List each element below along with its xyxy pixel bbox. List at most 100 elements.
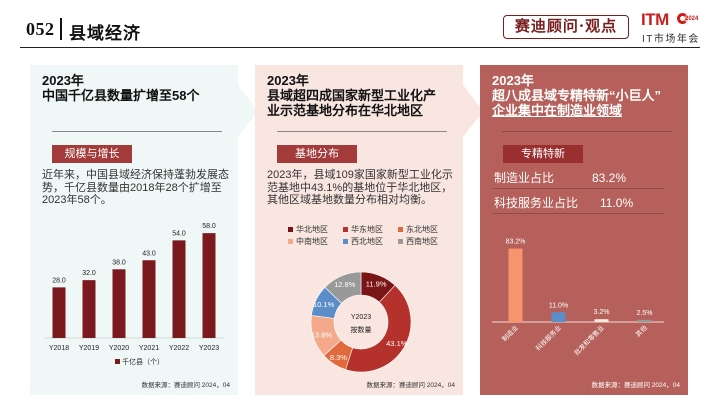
data-label: 54.0 — [172, 230, 186, 237]
panel-title: 2023年 中国千亿县数量扩增至58个 — [42, 73, 232, 103]
legend-swatch — [115, 359, 120, 364]
panel-title-line: 中国千亿县数量扩增至58个 — [42, 88, 200, 103]
data-source: 数据来源：赛迪顾问 2024，04 — [141, 382, 231, 389]
bar — [52, 287, 66, 338]
legend-label: 华东地区 — [351, 224, 383, 234]
x-tick-label: Y2023 — [199, 345, 219, 352]
panel-title-line: 县域超四成国家新型工业化产 — [267, 88, 437, 103]
bar — [637, 319, 652, 322]
logo-year: 2024 — [685, 16, 699, 22]
panel-title-year: 2023年 — [42, 73, 84, 88]
donut-slice — [324, 271, 362, 304]
x-tick-label: 科技服务业 — [534, 323, 564, 353]
x-tick-label: 其他 — [633, 323, 649, 339]
panel-title-year: 2023年 — [267, 73, 309, 88]
x-tick-label: Y2019 — [79, 345, 99, 352]
legend-label: 中南地区 — [296, 236, 328, 246]
stat-value: 11.0% — [600, 196, 634, 210]
bar — [551, 312, 566, 322]
x-tick-label: Y2018 — [49, 345, 69, 352]
bar — [142, 260, 156, 338]
x-tick-label: Y2020 — [109, 345, 129, 352]
panel-divider — [277, 131, 447, 132]
stat-label: 科技服务业占比 — [494, 196, 579, 210]
data-label: 11.0% — [549, 302, 568, 309]
panel-divider — [52, 131, 222, 132]
legend-swatch — [398, 239, 403, 244]
donut-center-label: 按数量 — [351, 325, 372, 334]
data-label: 83.2% — [506, 239, 526, 246]
logo-subtitle: IT市场年会 — [642, 34, 700, 45]
legend-label: 千亿县（个） — [122, 357, 164, 366]
panel-title: 2023年 超八成县域专精特新“小巨人” 企业集中在制造业领域 — [492, 73, 682, 118]
stat-row-manufacturing: 制造业占比 83.2% — [492, 167, 664, 189]
legend-label: 东北地区 — [406, 224, 438, 234]
legend-swatch — [288, 239, 293, 244]
legend-label: 西南地区 — [406, 236, 438, 246]
stat-row-tech-services: 科技服务业占比 11.0% — [492, 192, 664, 214]
data-label: 38.0 — [112, 259, 126, 266]
slice-label: 43.1% — [386, 339, 408, 348]
county-bar-chart: 28.0 Y2018 32.0 Y2019 38.0 Y2020 43.0 Y2021 54.0… — [44, 223, 224, 366]
slice-label: 10.1% — [313, 300, 335, 309]
page-number: 052 — [26, 19, 55, 39]
logo-ring-icon — [677, 13, 688, 24]
data-label: 2.5% — [637, 310, 653, 317]
arrow-chevron-icon — [463, 85, 483, 137]
panel-title-line: 企业集中在制造业领域 — [492, 103, 623, 118]
bar — [594, 319, 609, 322]
panel-tag: 基地分布 — [277, 145, 357, 163]
bar — [202, 233, 216, 338]
panel-divider — [502, 131, 672, 132]
x-tick-label: Y2021 — [139, 345, 159, 352]
data-label: 43.0 — [142, 250, 156, 257]
legend-swatch — [343, 239, 348, 244]
section-title: 县域经济 — [69, 24, 141, 44]
slice-label: 11.9% — [366, 279, 387, 288]
panel-description: 2023年，县域109家国家新型工业化示范基地中43.1%的基地位于华北地区，其… — [267, 169, 453, 206]
itmc-logo: ITM 2024 IT市场年会 — [641, 10, 711, 46]
data-label: 58.0 — [202, 223, 216, 230]
panel-little-giants: 2023年 超八成县域专精特新“小巨人” 企业集中在制造业领域 专精特新 制造业… — [480, 65, 688, 395]
legend-swatch — [343, 227, 348, 232]
data-label: 28.0 — [52, 277, 66, 284]
x-tick-label: 制造业 — [500, 323, 521, 344]
panel-title-line: 超八成县域专精特新“小巨人” — [492, 88, 662, 103]
industry-bar-chart: 83.2% 制造业 11.0% 科技服务业 3.2% 批发和零售业 2.5% 其他 — [492, 239, 664, 357]
legend-label: 西北地区 — [351, 236, 383, 246]
panel-tag: 规模与增长 — [52, 145, 132, 163]
header-rule — [20, 47, 700, 48]
legend-swatch — [288, 227, 293, 232]
panel-description: 近年来，中国县域经济保持蓬勃发展态势，千亿县数量由2018年28个扩增至2023… — [42, 169, 229, 206]
legend-label: 华北地区 — [296, 224, 328, 234]
panel-county-count: 2023年 中国千亿县数量扩增至58个 规模与增长 近年来，中国县域经济保持蓬勃… — [30, 65, 238, 395]
ccid-viewpoint-badge: 赛迪顾问·观点 — [503, 15, 629, 39]
donut-center-label: Y2023 — [351, 314, 371, 321]
panel-title: 2023年 县域超四成国家新型工业化产 业示范基地分布在华北地区 — [267, 73, 457, 118]
slice-label: 12.8% — [334, 280, 356, 289]
slice-label: 13.8% — [311, 330, 333, 339]
bar — [82, 280, 96, 338]
stat-label: 制造业占比 — [494, 171, 555, 185]
bar — [508, 248, 523, 322]
panel-title-line: 业示范基地分布在华北地区 — [267, 103, 424, 118]
arrow-chevron-icon — [238, 85, 258, 137]
slice-label: 8.3% — [330, 353, 347, 362]
x-tick-label: Y2022 — [169, 345, 189, 352]
data-source: 数据来源：赛迪顾问 2024，04 — [591, 382, 681, 389]
bar — [172, 240, 186, 338]
panel-base-distribution: 2023年 县域超四成国家新型工业化产 业示范基地分布在华北地区 基地分布 20… — [255, 65, 463, 395]
logo-text: ITM — [641, 10, 669, 29]
data-label: 3.2% — [594, 309, 610, 316]
legend-swatch — [398, 227, 403, 232]
data-label: 32.0 — [82, 270, 96, 277]
header-divider — [60, 18, 62, 40]
x-tick-label: 批发和零售业 — [572, 323, 606, 357]
panel-title-year: 2023年 — [492, 73, 534, 88]
panel-tag: 专精特新 — [503, 145, 583, 163]
stat-value: 83.2% — [592, 171, 627, 185]
donut-slice — [345, 284, 412, 373]
data-source: 数据来源：赛迪顾问 2024，04 — [366, 382, 456, 389]
bar — [112, 269, 126, 338]
